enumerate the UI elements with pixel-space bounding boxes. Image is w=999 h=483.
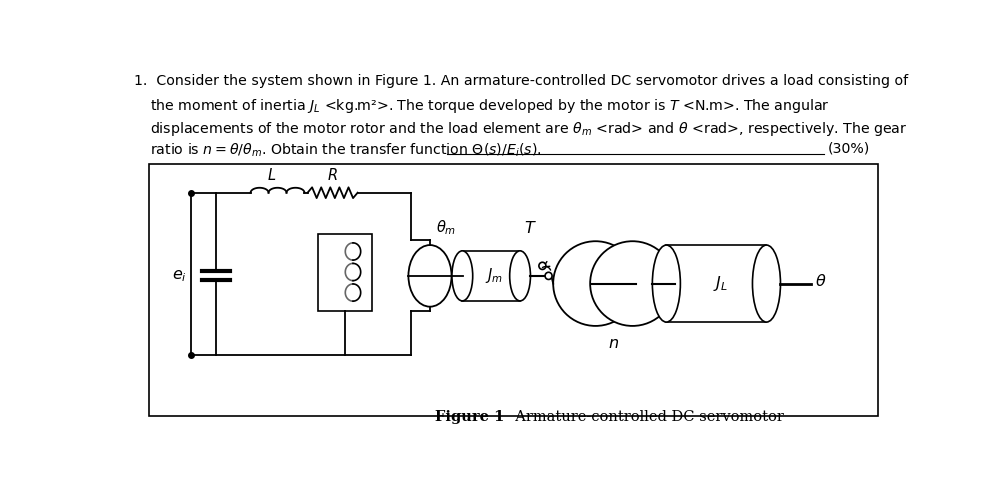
Ellipse shape [509, 251, 530, 301]
Circle shape [590, 241, 675, 326]
Text: $J_m$: $J_m$ [485, 266, 502, 285]
Text: $J_L$: $J_L$ [713, 274, 727, 293]
Ellipse shape [538, 262, 545, 270]
Ellipse shape [752, 245, 780, 322]
Circle shape [553, 241, 638, 326]
Ellipse shape [452, 251, 473, 301]
Text: Figure 1: Figure 1 [436, 410, 504, 424]
Text: Armature-controlled DC servomotor: Armature-controlled DC servomotor [506, 410, 784, 424]
Text: displacements of the motor rotor and the load element are $\theta_m$ <rad> and $: displacements of the motor rotor and the… [151, 120, 908, 138]
Text: 1.  Consider the system shown in Figure 1. An armature-controlled DC servomotor : 1. Consider the system shown in Figure 1… [134, 74, 908, 88]
Bar [149, 164, 878, 416]
Ellipse shape [409, 245, 452, 307]
Text: (30%): (30%) [828, 142, 870, 156]
Text: $R$: $R$ [328, 168, 338, 184]
Text: $\theta$: $\theta$ [815, 273, 826, 290]
Bar [319, 233, 373, 311]
Text: ratio is $n = \theta/\theta_m$. Obtain the transfer function $\Theta(s)/E_i(s)$.: ratio is $n = \theta/\theta_m$. Obtain t… [151, 142, 542, 159]
Text: $L$: $L$ [267, 168, 276, 184]
Bar [666, 245, 766, 322]
Ellipse shape [545, 272, 552, 280]
Text: $\theta_m$: $\theta_m$ [437, 219, 457, 237]
Ellipse shape [652, 245, 680, 322]
Bar [463, 251, 520, 301]
Text: $T$: $T$ [523, 220, 536, 237]
Text: the moment of inertia $J_L$ <kg.m²>. The torque developed by the motor is $T$ <N: the moment of inertia $J_L$ <kg.m²>. The… [151, 97, 830, 115]
Text: $e_i$: $e_i$ [172, 268, 187, 284]
Text: $n$: $n$ [608, 335, 619, 352]
